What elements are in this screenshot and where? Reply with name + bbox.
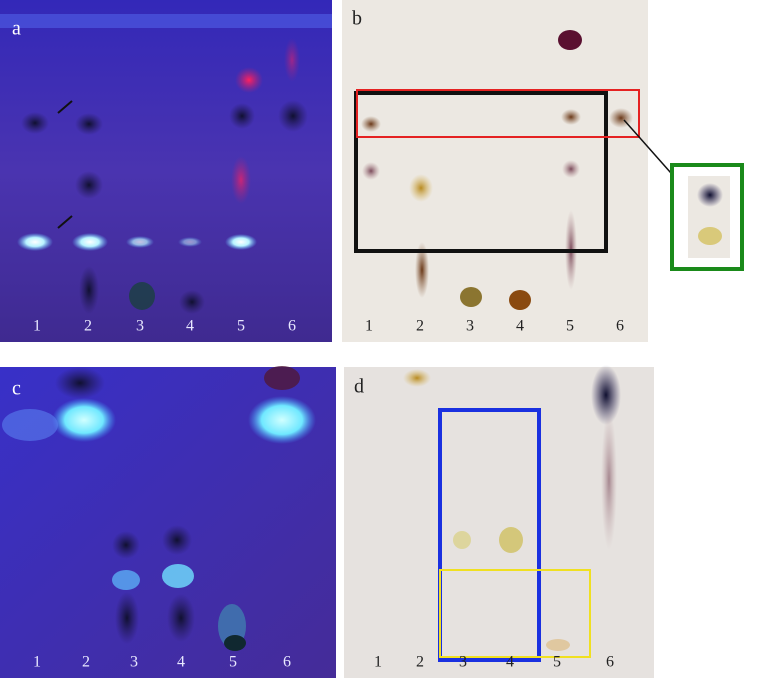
lane-label: 6 [283,654,291,671]
spot [264,366,300,390]
lane-label: 6 [616,318,624,335]
lane-label: 4 [177,654,185,671]
spot [561,109,581,125]
spot [509,290,531,310]
spot [225,234,257,250]
spot [112,570,140,590]
spot [129,282,155,310]
spot [231,156,251,204]
arrow [57,100,73,114]
spot [499,527,523,553]
panel-b: b [342,0,690,342]
lane-label: 1 [33,318,41,335]
spot [112,531,140,559]
spot [248,396,316,444]
spot [362,162,380,180]
lane-label: 3 [136,318,144,335]
spot [698,227,722,245]
spot [115,592,139,644]
spot [278,100,308,132]
panel-label: c [12,378,21,400]
lane-label: 1 [365,318,373,335]
spot [546,639,570,651]
highlight-box [439,569,591,658]
lane-label: 4 [506,654,514,671]
lane-label: 5 [237,318,245,335]
spot [415,242,429,298]
lane-label: 2 [416,654,424,671]
spot [55,367,105,399]
highlight-box [354,91,608,253]
spot [229,103,255,129]
spot [126,236,154,248]
lane-label: 5 [566,318,574,335]
plate [0,0,332,342]
lane-label: 3 [466,318,474,335]
lane-label: 6 [606,654,614,671]
spot [179,290,205,314]
panel-d: d [344,365,654,678]
spot [403,369,431,387]
spot [2,409,58,441]
spot [75,171,103,199]
spot [178,237,202,247]
spot [52,398,116,442]
panel-label: a [12,18,21,40]
spot [361,116,381,132]
spot [409,174,433,202]
spot [162,564,194,588]
spot [558,30,582,50]
spot [460,287,482,307]
spot [591,365,621,425]
plate [342,0,648,342]
arrow [57,215,73,229]
spot [79,266,99,314]
spot [162,525,192,555]
lane-label: 1 [374,654,382,671]
spot [72,233,108,251]
spot [601,410,617,550]
lane-label: 4 [186,318,194,335]
lane-label: 3 [130,654,138,671]
lane-label: 3 [459,654,467,671]
spot [224,635,246,651]
panel-c: c [0,366,336,678]
spot [453,531,471,549]
spot [17,233,53,251]
lane-label: 1 [33,654,41,671]
inset [670,163,744,271]
highlight-box [356,89,640,138]
lane-label: 5 [229,654,237,671]
lane-label: 2 [416,318,424,335]
spot [697,183,723,207]
highlight-box [438,408,541,662]
panel-a: a [0,0,332,342]
spot [284,38,300,82]
spot [562,160,580,178]
spot [167,594,195,642]
lane-label: 4 [516,318,524,335]
panel-label: d [354,376,364,398]
lane-label: 5 [553,654,561,671]
panel-label: b [352,8,362,30]
spot [75,113,103,135]
solvent-front [0,14,332,28]
spot [21,112,49,134]
lane-label: 2 [82,654,90,671]
spot [235,67,263,93]
lane-label: 2 [84,318,92,335]
lane-label: 6 [288,318,296,335]
